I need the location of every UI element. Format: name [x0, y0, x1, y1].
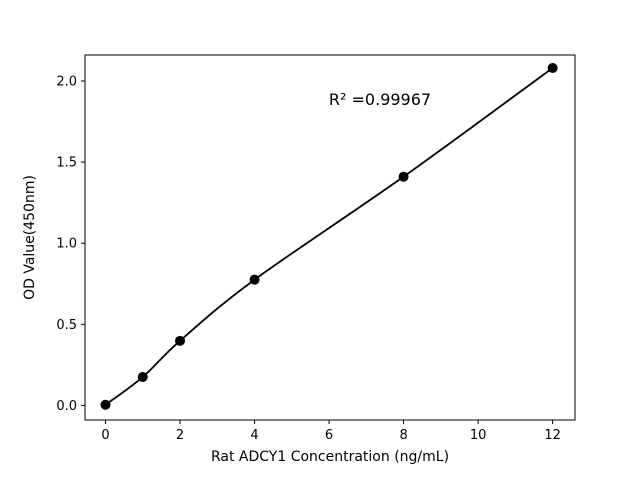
x-axis-label: Rat ADCY1 Concentration (ng/mL) [211, 449, 449, 465]
x-tick-label: 4 [250, 428, 258, 443]
data-point [547, 62, 558, 73]
y-tick-label: 0.0 [56, 399, 77, 414]
x-tick-label: 0 [101, 428, 109, 443]
data-point [398, 171, 409, 182]
y-tick-label: 0.5 [56, 318, 77, 333]
axis-ticks: 0 2 4 6 8 10 12 0.0 0.5 1.0 1.5 2.0 [56, 74, 561, 443]
y-tick-label: 2.0 [56, 74, 77, 89]
fit-line [104, 67, 554, 406]
x-tick-label: 6 [325, 428, 333, 443]
x-tick-label: 12 [544, 428, 561, 443]
y-axis-label: OD Value(450nm) [22, 175, 38, 300]
r-squared-annotation: R² =0.99967 [329, 90, 431, 109]
plot-frame [84, 54, 576, 421]
x-tick-label: 10 [470, 428, 487, 443]
fit-curve [104, 67, 554, 406]
x-tick-label: 8 [399, 428, 407, 443]
y-tick-label: 1.0 [56, 237, 77, 252]
data-point [137, 372, 148, 383]
data-points [100, 62, 558, 410]
data-point [249, 274, 260, 285]
data-point [175, 335, 186, 346]
y-tick-label: 1.5 [56, 156, 77, 171]
x-tick-label: 2 [176, 428, 184, 443]
data-point [100, 399, 111, 410]
